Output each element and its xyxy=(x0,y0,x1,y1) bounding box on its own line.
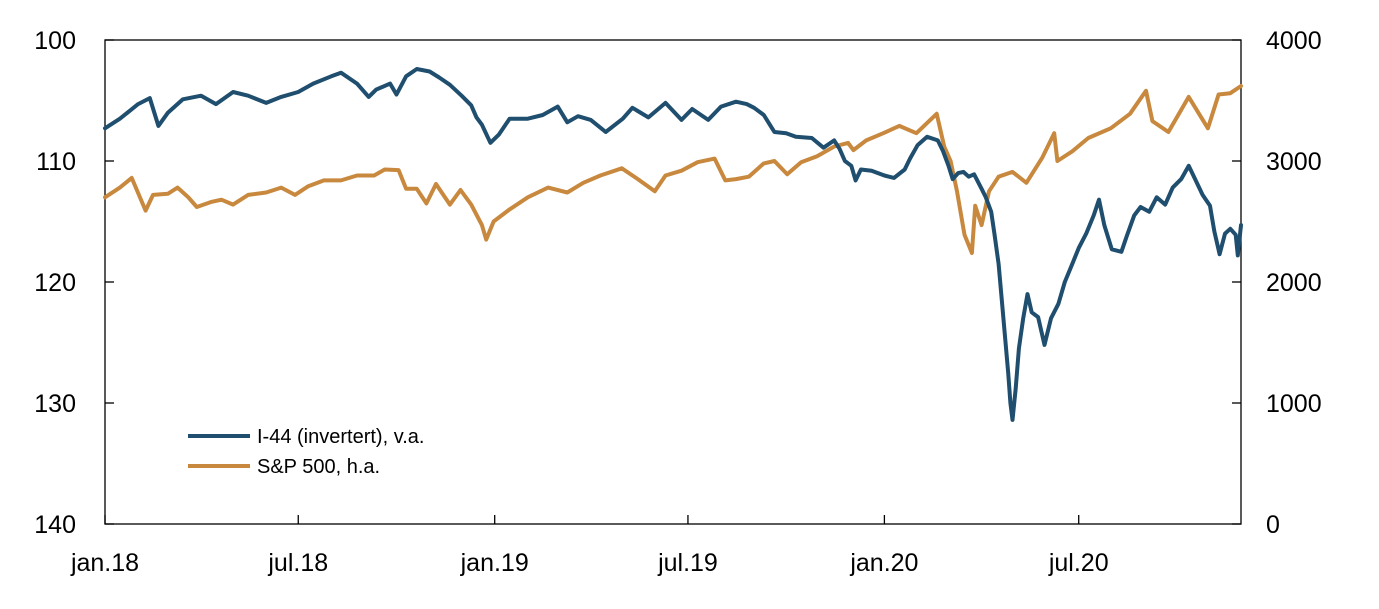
legend-label-i44: I-44 (invertert), v.a. xyxy=(257,426,424,448)
x-tick-label: jul.18 xyxy=(267,549,328,577)
left-tick-label: 100 xyxy=(34,27,76,55)
series-line-sp500 xyxy=(103,84,1243,255)
series-line-i44 xyxy=(103,67,1243,422)
right-tick-label: 1000 xyxy=(1266,390,1322,418)
right-tick-label: 3000 xyxy=(1266,148,1322,176)
x-tick-label: jan.19 xyxy=(460,549,529,577)
left-tick-label: 110 xyxy=(36,148,76,176)
left-tick-label: 130 xyxy=(34,390,76,418)
series-lines xyxy=(103,67,1243,422)
right-tick-label: 0 xyxy=(1266,511,1280,539)
left-tick-label: 120 xyxy=(34,269,76,297)
left-axis-ticks: 100 110 120 130 140 xyxy=(34,27,114,539)
right-axis-ticks: 0 1000 2000 3000 4000 xyxy=(1232,27,1322,539)
legend: I-44 (invertert), v.a. S&P 500, h.a. xyxy=(188,426,424,478)
right-tick-label: 4000 xyxy=(1266,27,1322,55)
left-tick-label: 140 xyxy=(34,511,76,539)
x-tick-label: jul.20 xyxy=(1048,549,1109,577)
x-tick-label: jan.18 xyxy=(70,549,139,577)
legend-label-sp500: S&P 500, h.a. xyxy=(257,456,380,478)
right-tick-label: 2000 xyxy=(1266,269,1322,297)
x-tick-label: jan.20 xyxy=(849,549,918,577)
x-axis-ticks: jan.18 jul.18 jan.19 jul.19 jan.20 jul.20 xyxy=(70,515,1109,577)
x-tick-label: jul.19 xyxy=(657,549,718,577)
